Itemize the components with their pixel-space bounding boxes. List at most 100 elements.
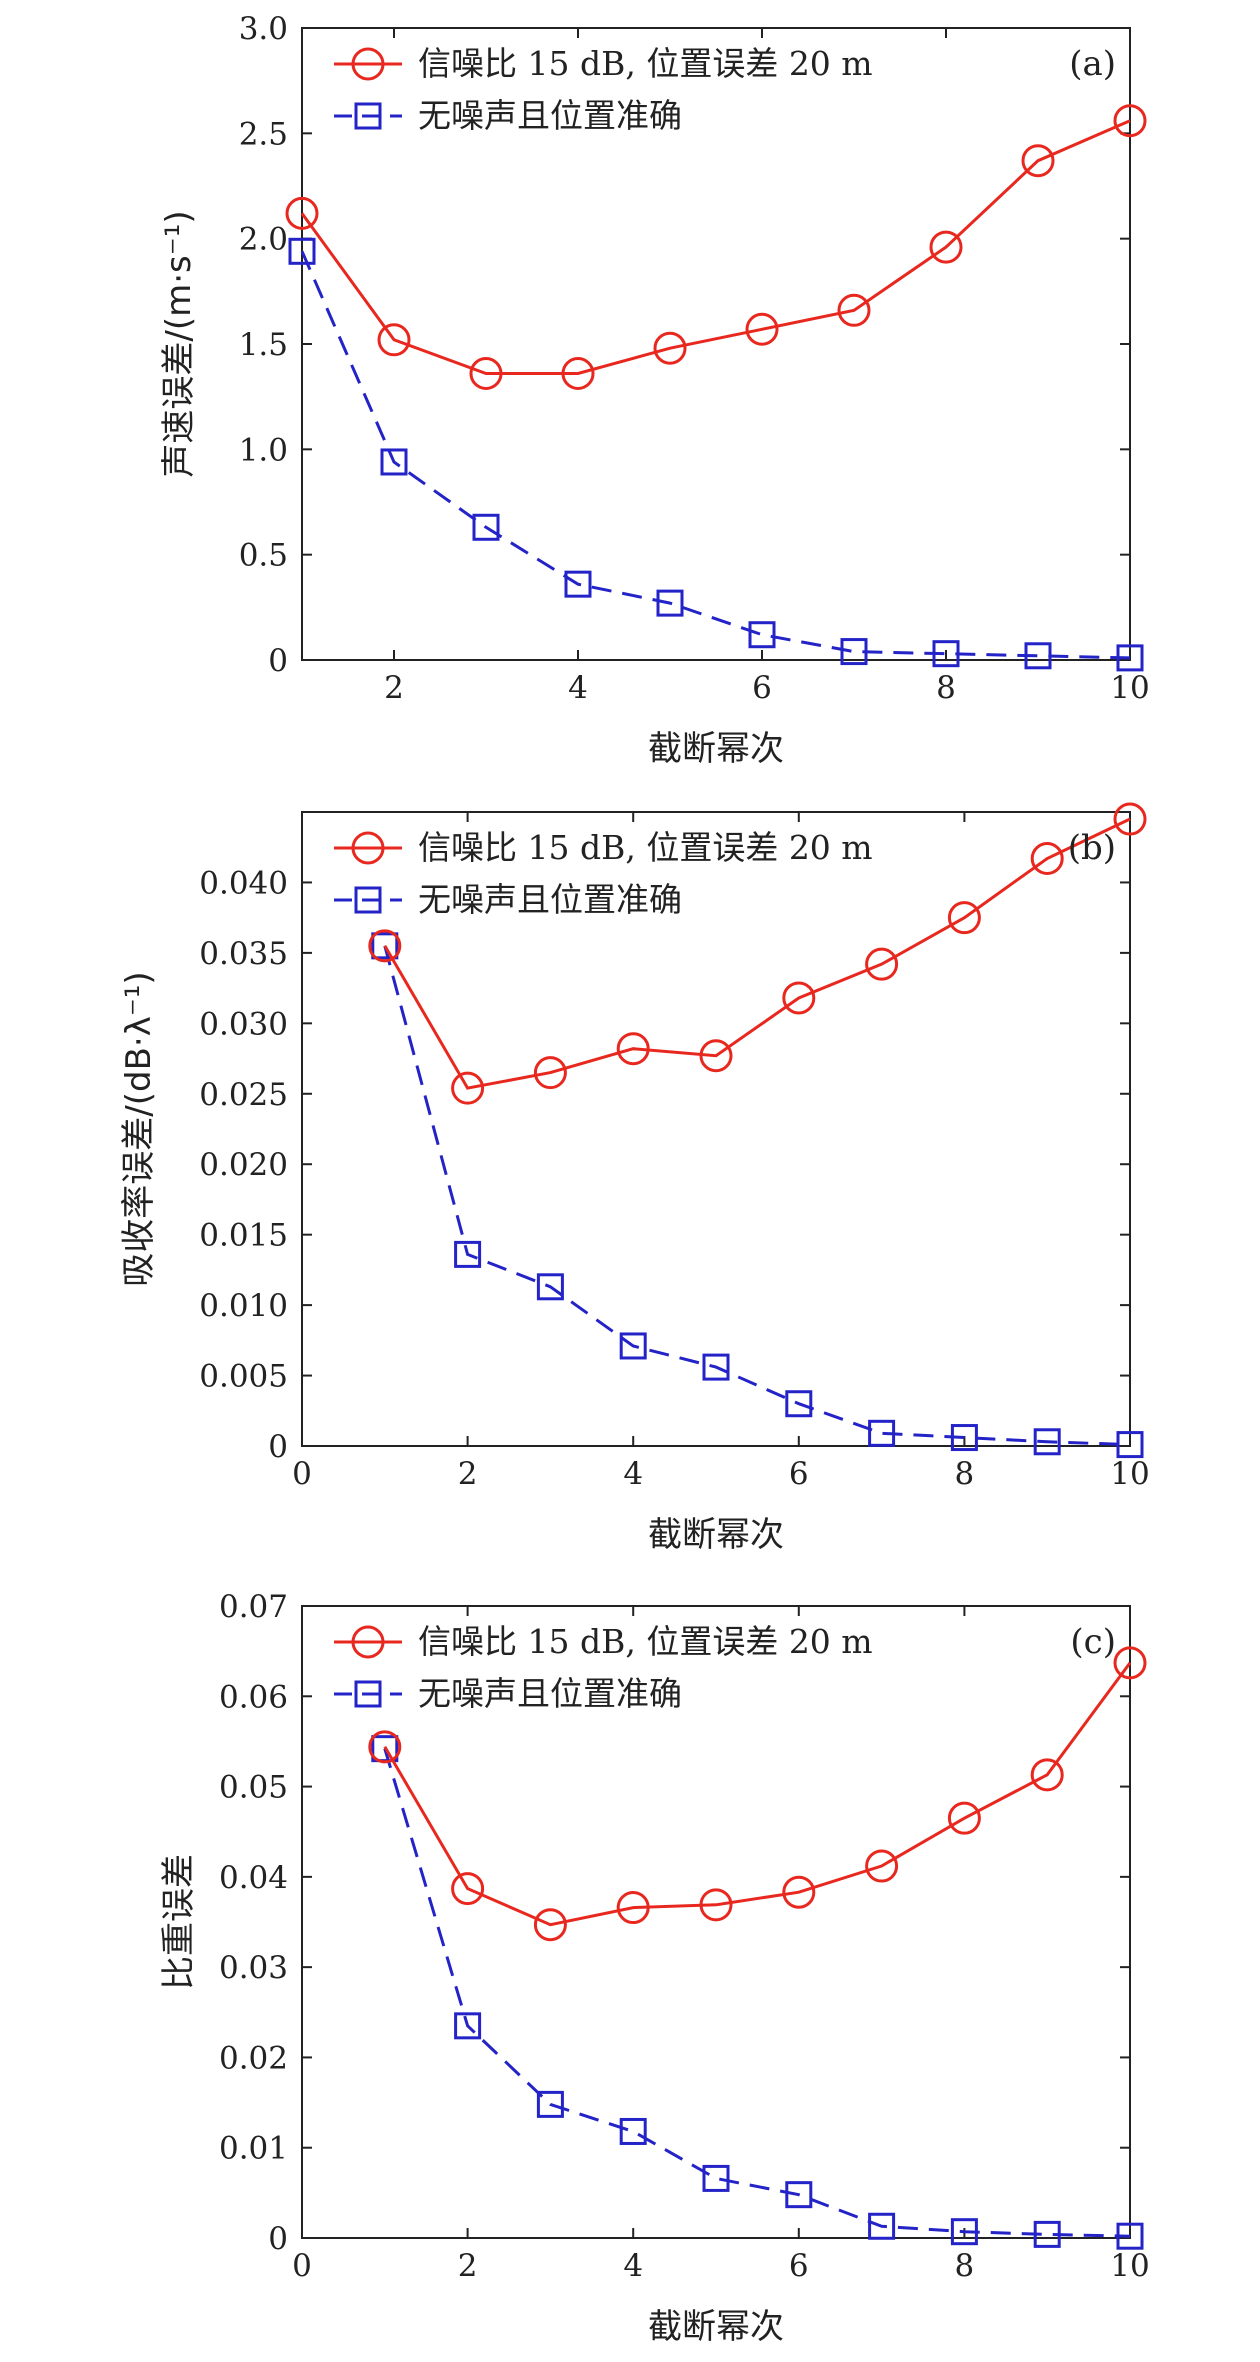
x-tick-label: 6 [789,1456,809,1492]
data-point-0-2 [533,1056,567,1090]
data-point-1-1 [454,1240,482,1268]
x-axis-title: 截断幂次 [648,2307,784,2347]
data-point-1-9 [1116,2222,1144,2250]
data-point-1-6 [868,1419,896,1447]
y-tick-label: 1.5 [239,327,288,363]
data-point-0-9 [1113,1646,1147,1680]
x-axis-title: 截断幂次 [648,1515,784,1555]
data-point-1-1 [454,2012,482,2040]
data-point-0-1 [377,323,411,357]
x-tick-label: 0 [292,1456,312,1492]
legend: 信噪比 15 dB, 位置误差 20 m 无噪声且位置准确 [334,828,873,919]
data-point-0-6 [865,947,899,981]
y-tick-label: 0 [268,643,288,679]
y-tick-label: 0.040 [199,865,288,901]
x-tick-label: 10 [1110,670,1149,706]
y-tick-label: 0 [268,2221,288,2257]
data-point-0-7 [947,901,981,935]
x-tick-label: 4 [568,670,588,706]
chart-panel-2: 0 2 4 6 8 10 0 0.01 0.02 0.03 0.04 0.05 0.06 0.07 截断幂次… [159,1589,1150,2347]
y-axis-title: 吸收率误差/(dB·λ⁻¹) [119,971,159,1286]
x-tick-label: 8 [955,2248,975,2284]
data-point-1-2 [536,1273,564,1301]
x-tick-label: 2 [458,2248,478,2284]
data-point-1-4 [702,1353,730,1381]
y-tick-label: 1.0 [239,432,288,468]
series-line-1 [300,250,1131,660]
x-axis-title: 截断幂次 [648,729,784,769]
data-point-1-8 [1024,642,1052,670]
data-point-1-6 [840,638,868,666]
data-point-0-9 [1113,802,1147,836]
legend-marker-1 [354,1680,382,1708]
y-tick-label: 0.030 [199,1006,288,1042]
x-tick-label: 4 [623,1456,643,1492]
y-tick-label: 0.025 [199,1077,288,1113]
y-tick-label: 0.03 [219,1950,288,1986]
legend-marker-0 [351,47,385,81]
y-axis-title: 声速误差/(m·s⁻¹) [159,210,199,477]
data-point-1-1 [380,448,408,476]
y-tick-label: 2.0 [239,222,288,258]
y-tick-label: 0.07 [219,1589,288,1625]
series-line-0 [383,817,1131,1090]
panel-label: (c) [1070,1622,1116,1662]
data-point-1-7 [950,1424,978,1452]
data-point-1-4 [656,589,684,617]
data-point-1-3 [564,570,592,598]
data-point-0-6 [865,1849,899,1883]
x-tick-label: 8 [955,1456,975,1492]
data-point-0-8 [1021,144,1055,178]
data-point-1-7 [950,2218,978,2246]
data-point-0-1 [451,1872,485,1906]
data-point-1-0 [288,237,316,265]
legend-marker-0 [351,831,385,865]
series-line-0 [383,1662,1132,1927]
data-point-0-3 [616,1891,650,1925]
panel-label: (a) [1069,44,1116,84]
x-tick-label: 2 [458,1456,478,1492]
legend-label-0: 信噪比 15 dB, 位置误差 20 m [418,1622,873,1661]
chart-panel-1: 0 2 4 6 8 10 0 0.005 0.010 0.015 0.020 0.025 0.030 0.… [119,802,1150,1555]
y-tick-label: 0.04 [219,1860,288,1896]
data-point-0-5 [782,981,816,1015]
data-point-0-0 [368,1730,402,1764]
y-tick-label: 0.01 [219,2131,288,2167]
chart-panel-0: 2 4 6 8 10 0 0.5 1.0 1.5 2.0 2.5 3.0 截断幂次 声速误差/(m·s⁻¹… [159,11,1150,769]
data-point-1-0 [371,932,399,960]
data-point-0-0 [285,196,319,230]
data-point-1-8 [1033,1428,1061,1456]
y-tick-label: 0.05 [219,1770,288,1806]
data-point-0-3 [616,1032,650,1066]
data-point-0-1 [451,1071,485,1105]
data-point-1-4 [702,2164,730,2192]
x-tick-label: 6 [789,2248,809,2284]
x-tick-label: 4 [623,2248,643,2284]
y-tick-label: 0.035 [199,936,288,972]
y-tick-label: 2.5 [239,116,288,152]
data-point-1-3 [619,2117,647,2145]
legend-label-0: 信噪比 15 dB, 位置误差 20 m [418,828,873,867]
data-point-1-5 [785,1390,813,1418]
data-point-0-2 [533,1908,567,1942]
y-tick-label: 0.010 [199,1288,288,1324]
legend-marker-1 [354,102,382,130]
x-tick-label: 8 [936,670,956,706]
data-point-0-5 [782,1875,816,1909]
legend-label-1: 无噪声且位置准确 [418,96,682,135]
data-point-0-7 [929,230,963,264]
data-point-0-5 [745,312,779,346]
x-tick-label: 6 [752,670,772,706]
legend-marker-1 [354,886,382,914]
data-point-1-9 [1116,644,1144,672]
y-tick-label: 0.020 [199,1147,288,1183]
data-point-0-7 [947,1801,981,1835]
x-tick-label: 10 [1110,2248,1149,2284]
data-point-0-3 [561,356,595,390]
series-line-1 [383,945,1131,1447]
data-point-0-4 [699,1039,733,1073]
y-tick-label: 3.0 [239,11,288,47]
data-point-1-5 [748,621,776,649]
x-tick-label: 10 [1110,1456,1149,1492]
